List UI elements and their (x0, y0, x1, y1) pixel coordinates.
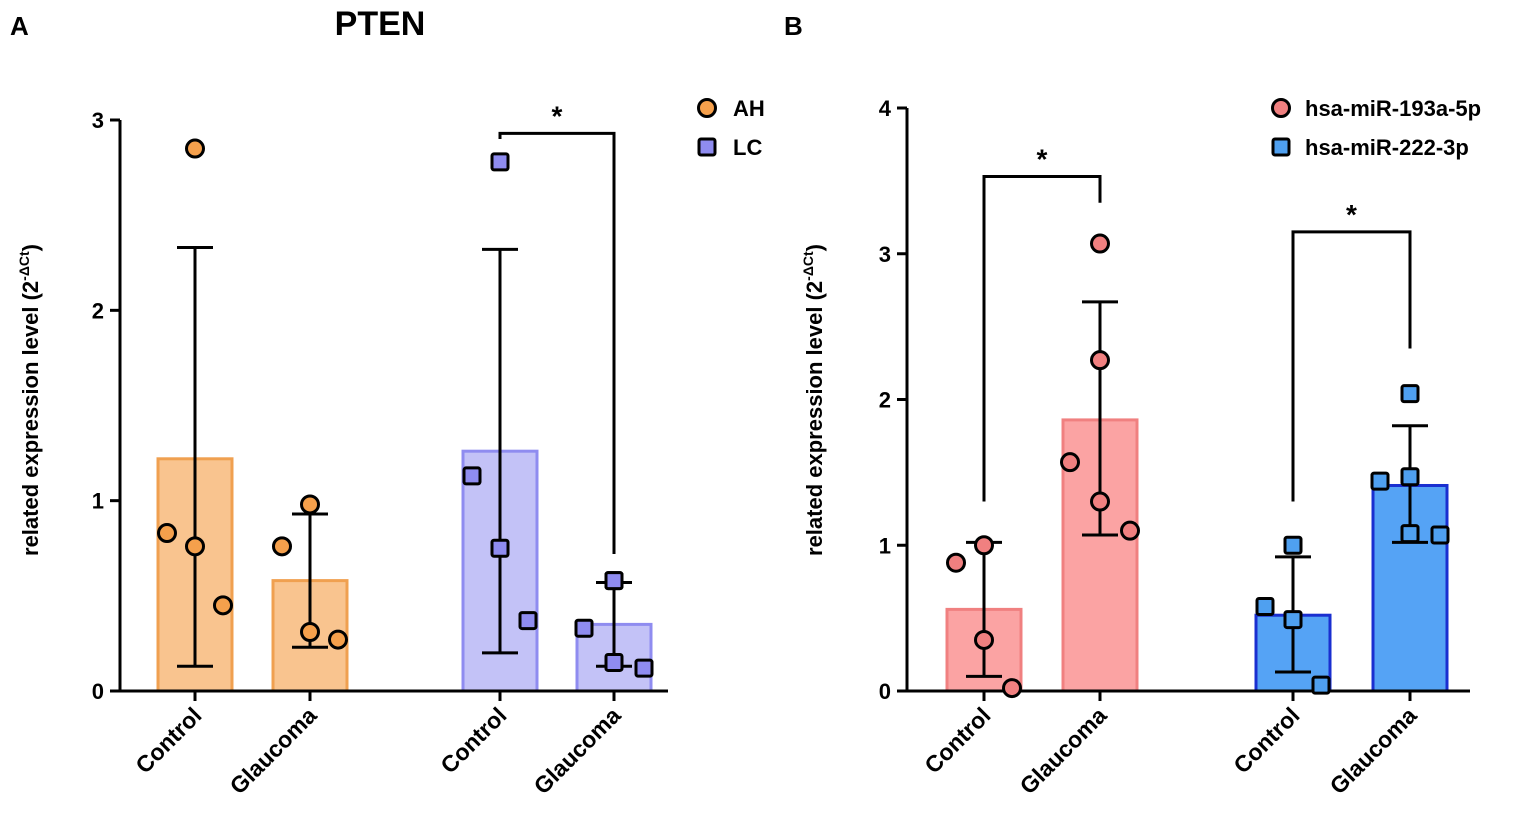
x-tick-label: Control (919, 702, 995, 778)
significance-bracket (1291, 230, 1412, 502)
legend: AH LC (697, 96, 765, 160)
data-point (1400, 467, 1420, 487)
y-tick-label: 2 (92, 298, 104, 323)
data-point (185, 536, 205, 557)
data-point (462, 466, 482, 486)
data-point (213, 595, 233, 616)
y-axis-label-close: ) (18, 244, 43, 251)
y-tick-label: 0 (879, 679, 891, 704)
data-point (574, 618, 594, 638)
data-point (1002, 678, 1022, 699)
y-axis-label: related expression level (2-ΔCt) (800, 244, 827, 556)
significance-star: * (1346, 199, 1357, 230)
panel-letter: A (10, 11, 29, 41)
data-point (1430, 525, 1450, 545)
data-point (1120, 520, 1140, 541)
y-axis-label-main: related expression level (2 (18, 281, 43, 556)
legend-marker (1271, 137, 1291, 157)
data-point (328, 629, 348, 650)
x-tick-label: Control (1228, 702, 1304, 778)
data-point (634, 658, 654, 678)
data-point (1090, 350, 1110, 371)
legend-marker (1271, 98, 1291, 118)
data-point (185, 138, 205, 159)
y-tick-label: 3 (879, 242, 891, 267)
x-tick-label: Glaucoma (1015, 702, 1112, 799)
legend: hsa-miR-193a-5p hsa-miR-222-3p (1271, 96, 1481, 160)
legend-marker (697, 98, 717, 118)
data-point (157, 523, 177, 544)
data-point (1255, 596, 1275, 616)
data-point (1090, 491, 1110, 512)
x-tick-label: Control (435, 702, 511, 778)
y-tick-label: 2 (879, 388, 891, 413)
y-axis-label-superscript: -ΔCt (16, 251, 32, 281)
data-point (1400, 384, 1420, 404)
y-tick-label: 3 (92, 108, 104, 133)
y-tick-label: 0 (92, 679, 104, 704)
panel-letter: B (784, 11, 803, 41)
y-axis-label: related expression level (2-ΔCt) (16, 244, 43, 556)
y-axis-label-close: ) (802, 244, 827, 251)
data-point (974, 535, 994, 556)
legend-label: AH (733, 96, 765, 121)
data-point (490, 152, 510, 172)
data-point (518, 611, 538, 631)
x-tick-label: Glaucoma (529, 702, 626, 799)
significance-bracket (982, 175, 1102, 502)
legend-label: LC (733, 135, 762, 160)
y-axis-label-superscript: -ΔCt (800, 251, 816, 281)
legend-label: hsa-miR-193a-5p (1305, 96, 1481, 121)
data-point (974, 629, 994, 650)
significance-star: * (1037, 144, 1048, 175)
significance-bracket (498, 131, 616, 554)
data-point (604, 571, 624, 591)
y-tick-label: 1 (879, 533, 891, 558)
panel-b: B 0 1 2 3 4 Control Glaucoma Control Glaucoma rela… (784, 11, 1481, 799)
data-point (1400, 524, 1420, 544)
data-point (300, 621, 320, 642)
legend-label: hsa-miR-222-3p (1305, 135, 1469, 160)
data-point (1090, 233, 1110, 254)
data-point (1283, 535, 1303, 555)
data-point (300, 494, 320, 515)
x-tick-label: Control (130, 702, 206, 778)
legend-marker (697, 137, 717, 157)
data-point (272, 536, 292, 557)
x-tick-label: Glaucoma (225, 702, 322, 799)
data-point (1060, 452, 1080, 473)
y-tick-label: 1 (92, 489, 104, 514)
y-axis-label-main: related expression level (2 (802, 281, 827, 556)
chart-title: PTEN (335, 5, 426, 43)
x-tick-label: Glaucoma (1325, 702, 1422, 799)
data-point (1370, 471, 1390, 491)
data-point (946, 552, 966, 573)
y-tick-label: 4 (879, 96, 892, 121)
data-point (1283, 610, 1303, 630)
data-point (490, 538, 510, 558)
significance-star: * (552, 100, 563, 131)
data-point (1311, 675, 1331, 695)
data-point (604, 652, 624, 672)
